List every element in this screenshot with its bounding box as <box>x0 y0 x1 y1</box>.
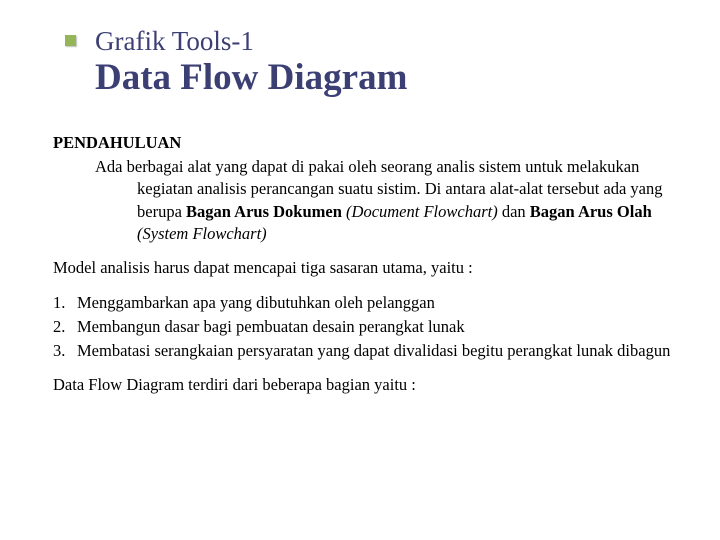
list-number: 3. <box>53 340 77 362</box>
slide-container: Grafik Tools-1 Data Flow Diagram PENDAHU… <box>0 0 720 439</box>
list-number: 2. <box>53 316 77 338</box>
intro-mid: dan <box>498 202 530 221</box>
list-item: 2. Membangun dasar bagi pembuatan desain… <box>53 316 675 338</box>
model-paragraph: Model analisis harus dapat mencapai tiga… <box>53 257 675 279</box>
intro-bold-1: Bagan Arus Dokumen <box>186 202 342 221</box>
numbered-list: 1. Menggambarkan apa yang dibutuhkan ole… <box>53 292 675 363</box>
list-item: 3. Membatasi serangkaian persyaratan yan… <box>53 340 675 362</box>
closing-paragraph: Data Flow Diagram terdiri dari beberapa … <box>53 374 675 396</box>
list-text: Membatasi serangkaian persyaratan yang d… <box>77 340 675 362</box>
list-text: Menggambarkan apa yang dibutuhkan oleh p… <box>77 292 675 314</box>
list-text: Membangun dasar bagi pembuatan desain pe… <box>77 316 675 338</box>
intro-italic-2: (System Flowchart) <box>137 224 267 243</box>
title-block: Grafik Tools-1 Data Flow Diagram <box>95 25 675 100</box>
bullet-square-icon <box>65 35 76 46</box>
intro-bold-2: Bagan Arus Olah <box>530 202 652 221</box>
intro-paragraph: Ada berbagai alat yang dapat di pakai ol… <box>95 156 675 245</box>
list-item: 1. Menggambarkan apa yang dibutuhkan ole… <box>53 292 675 314</box>
content-area: PENDAHULUAN Ada berbagai alat yang dapat… <box>95 132 675 397</box>
section-heading: PENDAHULUAN <box>53 132 675 154</box>
slide-subtitle: Grafik Tools-1 <box>95 25 675 57</box>
list-number: 1. <box>53 292 77 314</box>
intro-italic-1: (Document Flowchart) <box>342 202 498 221</box>
slide-title: Data Flow Diagram <box>95 57 675 100</box>
